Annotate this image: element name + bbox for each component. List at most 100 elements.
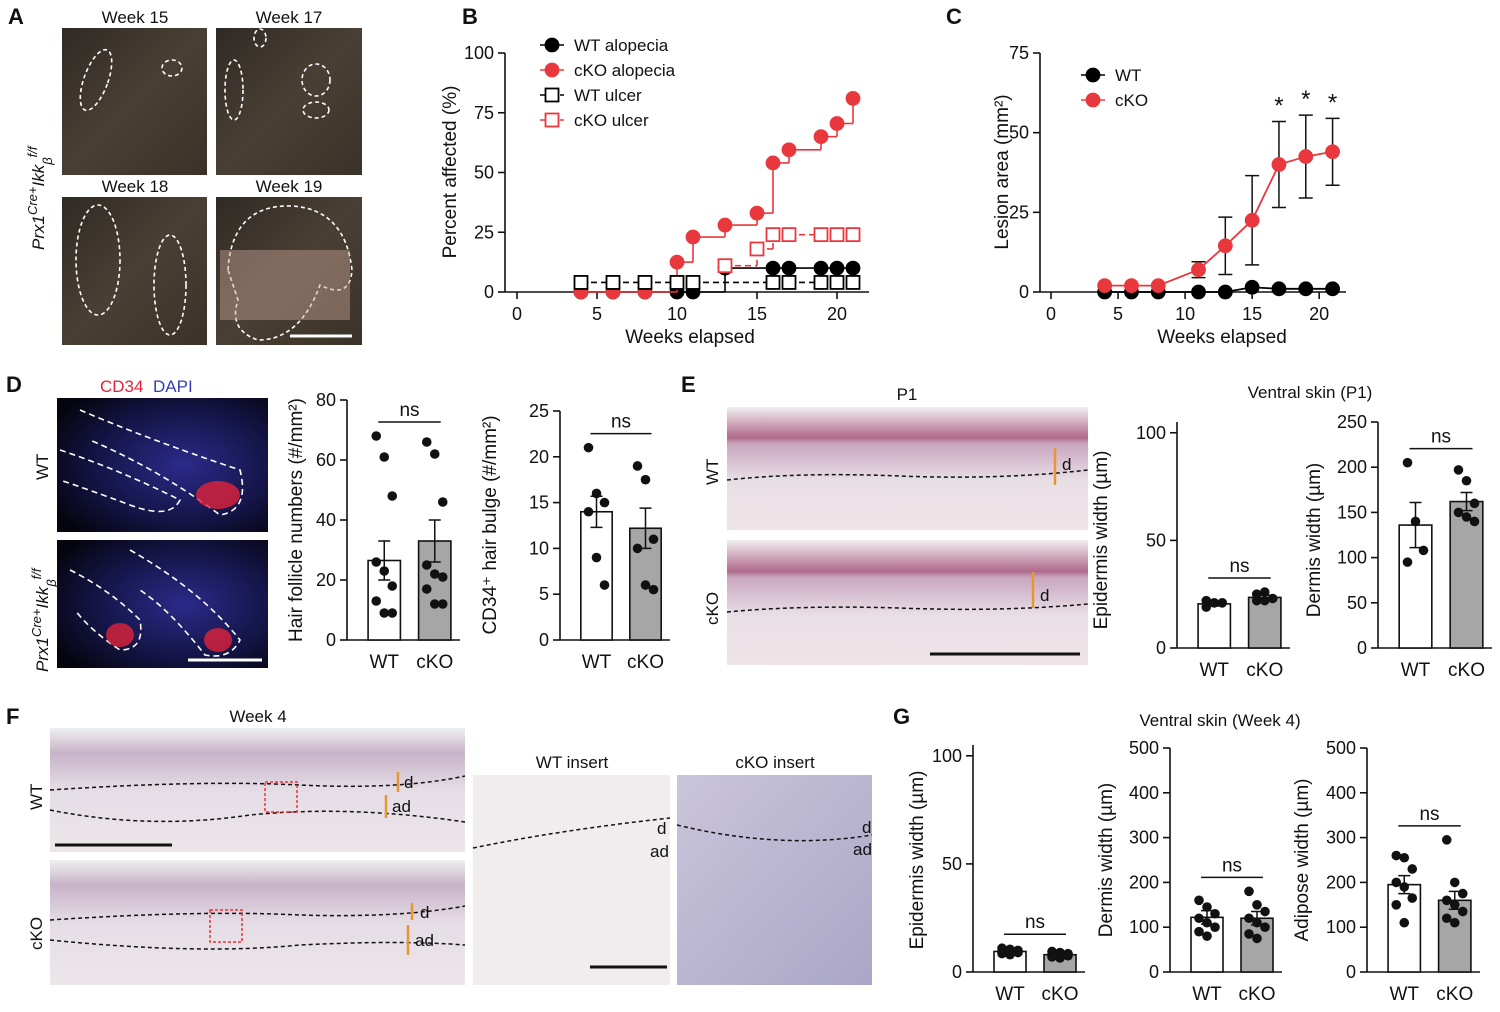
marker — [765, 260, 781, 276]
marker — [765, 155, 781, 171]
insert-box — [209, 909, 243, 943]
data-point — [1399, 852, 1410, 863]
marker — [845, 227, 861, 243]
significance: * — [1301, 86, 1310, 113]
x-tick-label: cKO — [1436, 984, 1473, 1005]
data-point — [1194, 895, 1204, 906]
axes — [1371, 421, 1492, 649]
data-point — [1407, 893, 1418, 903]
y-tick-label: 500 — [1326, 738, 1356, 758]
insert-box — [264, 781, 298, 813]
chart: 0 5 10 15 20 25 CD34⁺ hair bulge (#/mm²) WT cKO n… — [480, 401, 670, 673]
data-point — [1244, 929, 1254, 939]
y-tick-label: 0 — [952, 962, 962, 982]
marker — [1325, 281, 1340, 297]
x-tick-label: cKO — [1042, 984, 1079, 1005]
data-point — [1201, 595, 1212, 606]
y-tick-label: 400 — [1326, 783, 1356, 803]
layer-label: d — [404, 773, 413, 792]
data-point — [1391, 900, 1402, 910]
legend-label: cKO — [1115, 91, 1148, 110]
genotype-part: Cre+ — [29, 608, 44, 637]
panel-letter: E — [681, 372, 696, 397]
bar — [1247, 596, 1282, 649]
layer-label: d — [862, 818, 871, 837]
marker — [605, 275, 621, 290]
data-point — [1399, 882, 1410, 892]
y-tick-label: 0 — [484, 282, 494, 302]
chart: 0 25 50 75 0 5 10 15 20 Weeks elapsed Lesion area … — [992, 43, 1346, 348]
x-tick-label: 0 — [1046, 304, 1056, 324]
data-point — [648, 534, 659, 545]
genotype-part: Cre+ — [25, 186, 40, 215]
data-point — [371, 596, 382, 606]
measure-lines — [384, 772, 414, 955]
legend-marker — [544, 37, 560, 53]
genotype: Prx1Cre+Ikkβf/f — [25, 145, 55, 250]
marker — [1097, 278, 1113, 294]
chart: 0 100 200 300 400 500 Dermis width (µm) WT cKO ns — [1096, 738, 1282, 1005]
row-label: cKO — [27, 917, 46, 950]
y-tick-label: 20 — [529, 447, 549, 467]
marker — [1244, 212, 1260, 228]
marker — [813, 227, 829, 243]
y-tick-label: 100 — [932, 746, 962, 766]
annotation: ns — [611, 412, 631, 433]
layer-label: ad — [650, 842, 669, 861]
y-axis-label: Epidermis width (µm) — [907, 771, 928, 950]
y-tick-label: 25 — [1009, 202, 1029, 222]
data-point — [1407, 864, 1418, 874]
panel-letter: A — [8, 4, 24, 29]
data-point — [1244, 913, 1254, 924]
y-tick-label: 300 — [1326, 828, 1356, 848]
y-tick-label: 40 — [316, 510, 336, 530]
data-point — [1210, 922, 1220, 932]
data-point — [1441, 835, 1452, 845]
marker — [829, 116, 845, 131]
marker — [1244, 279, 1260, 295]
bar — [1449, 500, 1484, 649]
data-point — [1441, 895, 1452, 906]
y-tick-label: 100 — [1129, 917, 1159, 937]
data-point — [1469, 498, 1480, 509]
layer-label: ad — [392, 797, 411, 816]
data-point — [1055, 953, 1065, 963]
data-point — [632, 461, 643, 471]
y-tick-label: 150 — [1337, 502, 1367, 522]
legend-marker — [544, 87, 560, 103]
data-point — [1453, 507, 1464, 518]
significance: * — [1274, 93, 1283, 120]
y-axis-label: Dermis width (µm) — [1304, 463, 1325, 618]
annotation: ns — [1222, 855, 1242, 876]
data-point — [1260, 906, 1270, 917]
photo — [62, 197, 207, 345]
data-point — [640, 474, 651, 485]
x-tick-label: 20 — [827, 304, 847, 324]
y-axis-label: CD34⁺ hair bulge (#/mm²) — [480, 415, 501, 634]
y-tick-label: 0 — [1019, 282, 1029, 302]
genotype-part: β — [40, 157, 55, 166]
y-tick-label: 50 — [474, 163, 494, 183]
marker — [765, 227, 781, 243]
marker — [1298, 149, 1314, 164]
marker — [829, 275, 845, 290]
y-tick-label: 300 — [1129, 828, 1159, 848]
y-tick-label: 0 — [1357, 638, 1367, 658]
data-point — [1453, 465, 1464, 475]
layer-label: d — [420, 903, 429, 922]
data-point — [371, 557, 382, 567]
data-point — [1461, 475, 1472, 486]
data-point — [1210, 908, 1220, 919]
marker — [749, 241, 765, 257]
series — [573, 275, 861, 290]
data-point — [1402, 557, 1413, 567]
histology-image — [50, 728, 465, 852]
axes — [1033, 52, 1346, 299]
marker — [717, 258, 733, 274]
marker — [829, 227, 845, 243]
marker — [1271, 281, 1287, 297]
marker — [813, 275, 829, 290]
y-tick-label: 5 — [539, 584, 549, 604]
